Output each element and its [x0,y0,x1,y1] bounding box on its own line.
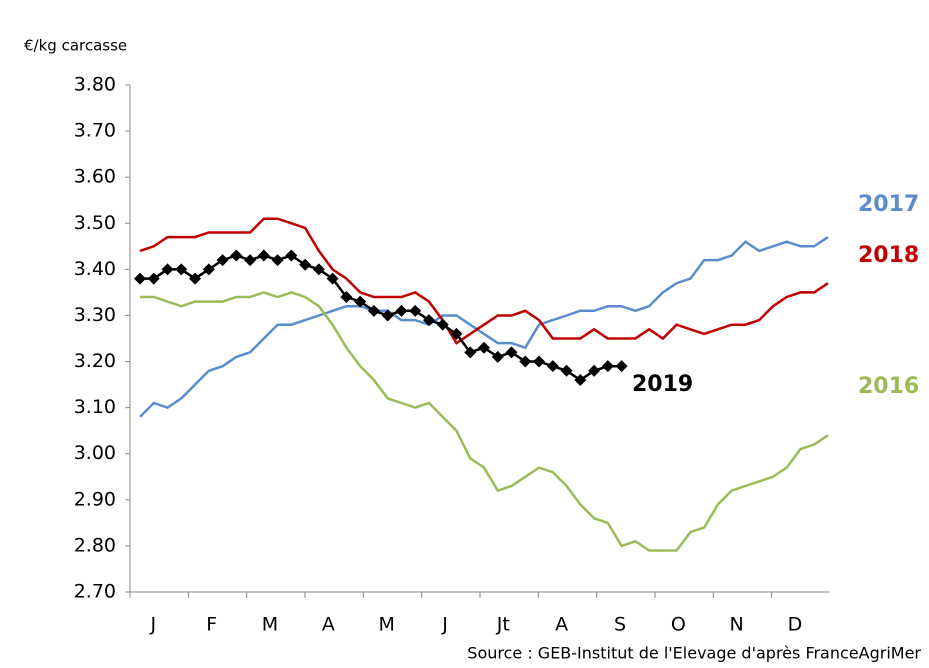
x-tick-label: J [150,614,157,636]
marker [202,263,215,276]
marker [546,360,559,373]
marker [312,263,325,276]
marker [560,364,573,377]
series-line [140,254,622,382]
x-tick-label: N [730,614,744,636]
source: Source : GEB-Institut de l'Elevage d'apr… [467,644,921,663]
series-line [139,236,829,418]
series-label: 2018 [858,243,919,268]
marker [450,327,463,340]
y-tick-label: 3.20 [74,350,116,372]
series-line [139,217,829,345]
marker [574,373,587,386]
x-tick-label: F [206,614,217,636]
x-tick-label: J [441,614,448,636]
marker [367,304,380,317]
marker [134,272,146,285]
x-tick-label: A [555,614,568,636]
marker [161,263,174,276]
y-tick-label: 3.50 [74,212,116,234]
series-label: 2016 [858,374,919,399]
y-tick-label: 3.40 [74,258,116,280]
marker [436,318,449,331]
marker [519,355,532,368]
y-tick-label: 3.80 [74,74,116,96]
marker [147,272,160,285]
marker [244,254,257,267]
marker [340,291,353,304]
y-tick-label: 3.00 [74,442,116,464]
x-tick-label: D [788,614,803,636]
x-tick-label: M [378,614,394,636]
marker [505,346,518,359]
marker [354,295,367,308]
marker [230,249,243,262]
marker [615,360,628,373]
marker [601,360,614,373]
marker [533,355,546,368]
y-tick-label: 3.30 [74,304,116,326]
x-tick-label: O [671,614,686,636]
marker [409,304,422,317]
x-tick-label: M [262,614,278,636]
marker [395,304,408,317]
y-tick-label: 2.70 [74,581,116,603]
y-tick-label: 2.90 [74,488,116,510]
series-line [140,291,829,552]
marker [189,272,202,285]
marker [588,364,601,377]
marker [299,258,312,271]
y-tick-label: 2.80 [74,534,116,556]
series-label: 2017 [858,192,919,217]
marker [491,350,504,363]
x-tick-label: S [614,614,626,636]
marker [381,309,394,322]
marker [175,263,188,276]
y-tick-label: 3.10 [74,396,116,418]
marker [271,254,284,267]
marker [285,249,298,262]
y-tick-label: 3.70 [74,120,116,142]
x-tick-label: A [322,614,335,636]
marker [478,341,490,354]
marker [326,272,339,285]
marker [464,346,477,359]
marker [257,249,270,262]
x-tick-label: Jt [496,614,510,636]
marker [422,314,435,327]
y-tick-label: 3.60 [74,166,116,188]
marker [216,254,229,267]
series-label: 2019 [632,372,693,397]
y-axis-label: €/kg carcasse [24,37,127,55]
